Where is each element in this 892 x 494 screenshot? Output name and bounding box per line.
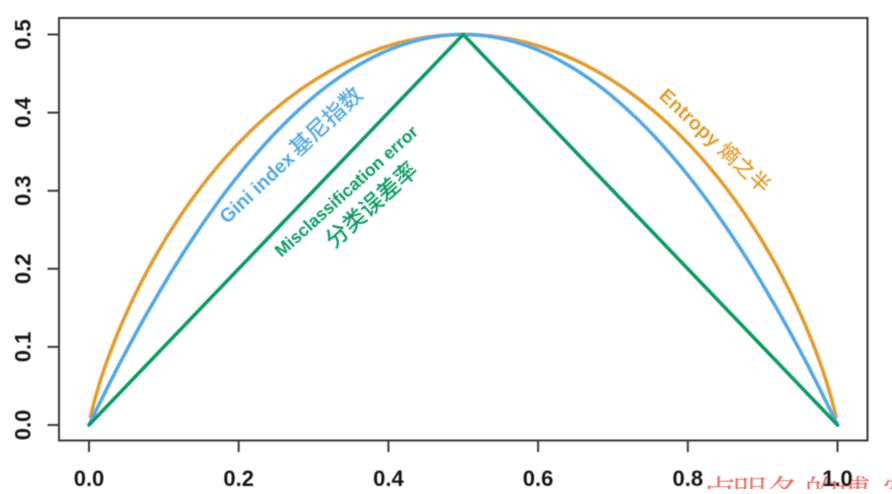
svg-text:0.3: 0.3	[11, 175, 36, 206]
svg-text:0.8: 0.8	[673, 466, 704, 489]
svg-text:0.2: 0.2	[11, 254, 36, 285]
svg-text:0.0: 0.0	[11, 410, 36, 441]
svg-text:0.6: 0.6	[523, 466, 554, 489]
svg-text:0.1: 0.1	[11, 332, 36, 363]
svg-text:0.0: 0.0	[74, 466, 105, 489]
svg-text:0.4: 0.4	[373, 466, 404, 489]
svg-text:1.0: 1.0	[822, 466, 853, 489]
svg-text:0.4: 0.4	[11, 97, 36, 128]
svg-text:0.5: 0.5	[11, 19, 36, 50]
svg-text:0.2: 0.2	[223, 466, 254, 489]
